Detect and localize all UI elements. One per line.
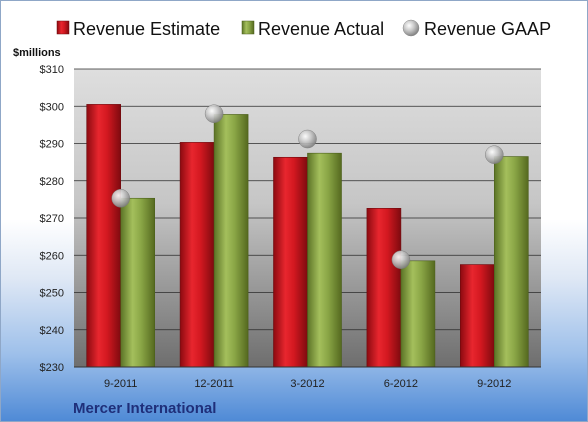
y-axis-ticks: $230 $240 $250 $260 $270 $280 $290 $300 $310 xyxy=(40,64,64,374)
y-axis-unit-label: $millions xyxy=(13,47,61,59)
legend-item-estimate: Revenue Estimate xyxy=(56,19,220,39)
y-tick-label: $300 xyxy=(40,101,64,113)
legend-label-gaap: Revenue GAAP xyxy=(424,19,551,39)
bar-revenue-estimate xyxy=(366,208,402,368)
bar-revenue-actual xyxy=(307,152,342,368)
y-tick-label: $230 xyxy=(40,362,64,374)
legend: Revenue Estimate Revenue Actual Revenue … xyxy=(56,19,551,39)
gaap-markers xyxy=(111,104,504,269)
bar-revenue-estimate xyxy=(179,142,215,368)
marker-revenue-gaap xyxy=(485,145,504,164)
bar-revenue-actual xyxy=(400,260,436,368)
bar-revenue-actual xyxy=(213,114,249,368)
legend-label-actual: Revenue Actual xyxy=(258,19,384,39)
y-tick-label: $310 xyxy=(40,64,64,76)
bar-revenue-actual xyxy=(120,197,155,368)
marker-revenue-gaap xyxy=(298,129,317,149)
legend-label-estimate: Revenue Estimate xyxy=(73,19,220,39)
marker-revenue-gaap xyxy=(391,250,411,269)
y-tick-label: $280 xyxy=(40,176,64,188)
y-tick-label: $260 xyxy=(40,250,64,262)
company-name: Mercer International xyxy=(73,400,216,417)
y-tick-label: $250 xyxy=(40,288,64,300)
x-tick-label: 3-2012 xyxy=(290,378,324,390)
bar-revenue-actual xyxy=(493,156,529,368)
marker-revenue-gaap xyxy=(204,104,224,123)
y-tick-label: $240 xyxy=(40,325,64,337)
y-tick-label: $270 xyxy=(40,213,64,225)
marker-revenue-gaap xyxy=(111,189,130,208)
bar-revenue-estimate xyxy=(86,104,121,368)
x-tick-label: 12-2011 xyxy=(194,378,234,390)
x-tick-label: 6-2012 xyxy=(384,378,418,390)
x-tick-label: 9-2012 xyxy=(477,378,511,390)
bars xyxy=(86,104,529,368)
bar-revenue-estimate xyxy=(273,156,308,368)
y-tick-label: $290 xyxy=(40,139,64,151)
legend-item-gaap: Revenue GAAP xyxy=(402,19,551,39)
x-tick-label: 9-2011 xyxy=(104,378,137,390)
x-axis-ticks: 9-2011 12-2011 3-2012 6-2012 9-2012 xyxy=(104,378,511,390)
legend-item-actual: Revenue Actual xyxy=(241,19,384,39)
bar-revenue-estimate xyxy=(459,264,495,368)
